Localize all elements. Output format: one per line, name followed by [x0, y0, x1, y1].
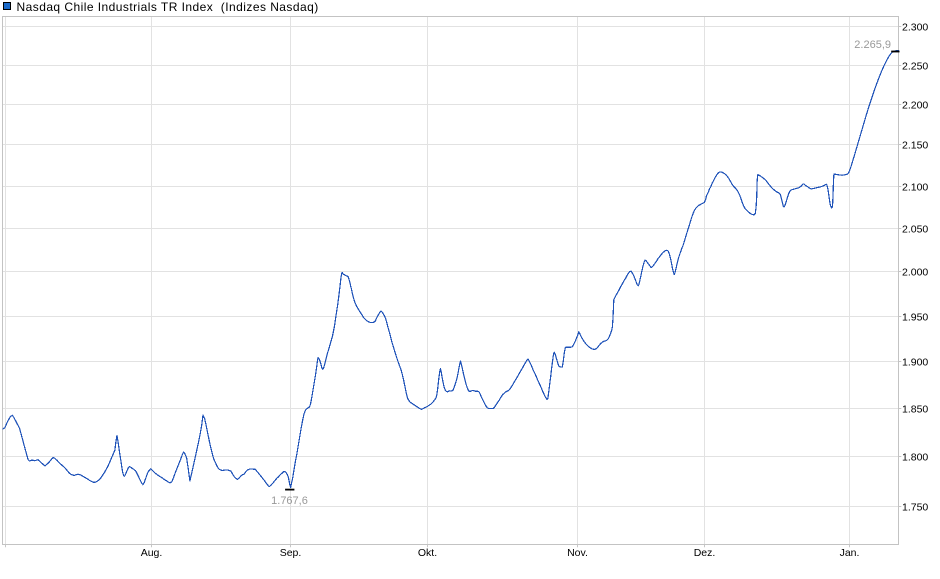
- svg-text:2.200: 2.200: [902, 100, 928, 112]
- svg-text:1.900: 1.900: [902, 357, 928, 369]
- svg-text:2.300: 2.300: [902, 22, 928, 34]
- svg-text:Jan.: Jan.: [840, 547, 860, 559]
- svg-text:1.750: 1.750: [902, 502, 928, 514]
- svg-text:2.150: 2.150: [902, 140, 928, 152]
- svg-text:2.050: 2.050: [902, 224, 928, 236]
- svg-text:Okt.: Okt.: [418, 547, 437, 559]
- svg-text:Aug.: Aug.: [141, 547, 163, 559]
- svg-text:1.767,6: 1.767,6: [271, 495, 308, 507]
- svg-text:1.800: 1.800: [902, 452, 928, 464]
- svg-text:2.100: 2.100: [902, 182, 928, 194]
- svg-text:2.000: 2.000: [902, 267, 928, 279]
- svg-text:Nov.: Nov.: [567, 547, 588, 559]
- svg-text:2.265,9: 2.265,9: [854, 39, 891, 51]
- svg-text:Dez.: Dez.: [694, 547, 716, 559]
- svg-text:1.850: 1.850: [902, 404, 928, 416]
- svg-text:1.950: 1.950: [902, 312, 928, 324]
- svg-text:2.250: 2.250: [902, 61, 928, 73]
- svg-text:Sep.: Sep.: [280, 547, 302, 559]
